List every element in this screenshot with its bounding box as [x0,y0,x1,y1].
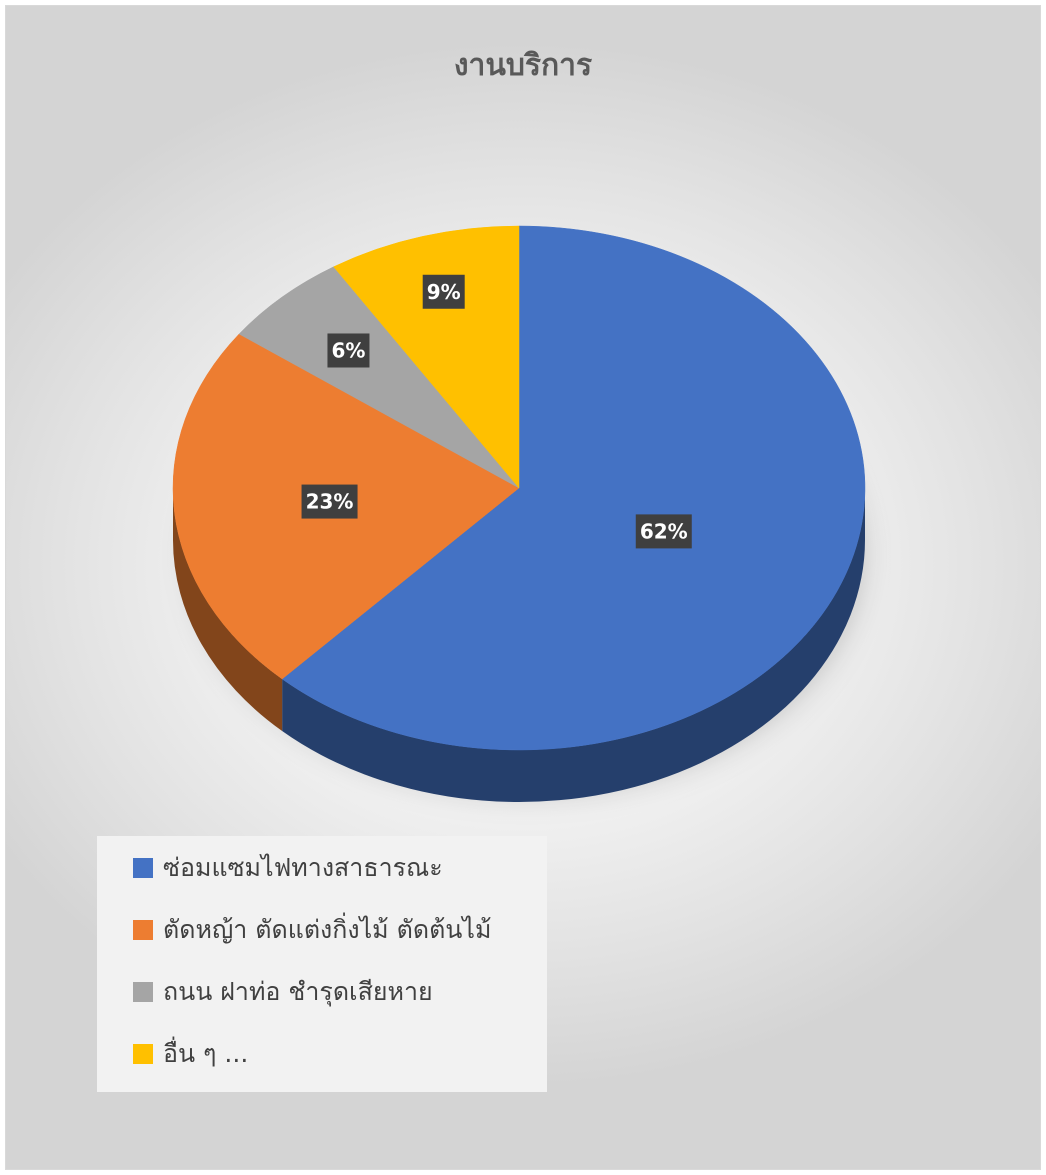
pie-side-0 [282,488,865,802]
legend-swatch-0 [133,858,153,878]
pie-slice-2 [238,266,520,489]
legend: ซ่อมแซมไฟทางสาธารณะ ตัดหญ้า ตัดแต่งกิ่งไ… [97,836,547,1092]
data-label-1: 23% [301,484,358,519]
data-label-2: 6% [327,333,370,368]
data-label-3: 9% [422,274,465,309]
data-label-text-0: 62% [640,519,688,543]
pie-side-1 [173,488,283,731]
legend-label-0: ซ่อมแซมไฟทางสาธารณะ [163,853,443,882]
legend-item-0: ซ่อมแซมไฟทางสาธารณะ [133,848,443,888]
pie-chart: 62% 23% 6% 9% [172,225,866,802]
legend-label-3: อื่น ๆ ... [163,1039,249,1068]
data-label-box-1 [301,484,358,519]
legend-item-2: ถนน ฝาท่อ ชำรุดเสียหาย [133,972,433,1012]
legend-label-2: ถนน ฝาท่อ ชำรุดเสียหาย [163,977,433,1006]
pie-slice-0 [281,225,866,751]
data-label-box-3 [422,274,465,309]
legend-swatch-3 [133,1044,153,1064]
data-label-text-3: 9% [427,280,461,304]
legend-item-3: อื่น ๆ ... [133,1034,248,1074]
chart-area: งานบริการ 62% 23% 6% 9% ซ่อมแซมไฟทางสาธารณะ… [5,5,1041,1170]
data-label-text-1: 23% [306,490,354,514]
data-label-box-0 [635,514,692,549]
pie-slice-3 [333,225,520,489]
legend-swatch-1 [133,920,153,940]
legend-swatch-2 [133,982,153,1002]
legend-label-1: ตัดหญ้า ตัดแต่งกิ่งไม้ ตัดต้นไม้ [163,915,492,944]
data-label-0: 62% [635,514,692,549]
legend-item-1: ตัดหญ้า ตัดแต่งกิ่งไม้ ตัดต้นไม้ [133,910,491,950]
chart-title: งานบริการ [453,48,593,83]
data-label-box-2 [327,333,370,368]
data-label-text-2: 6% [331,338,365,362]
